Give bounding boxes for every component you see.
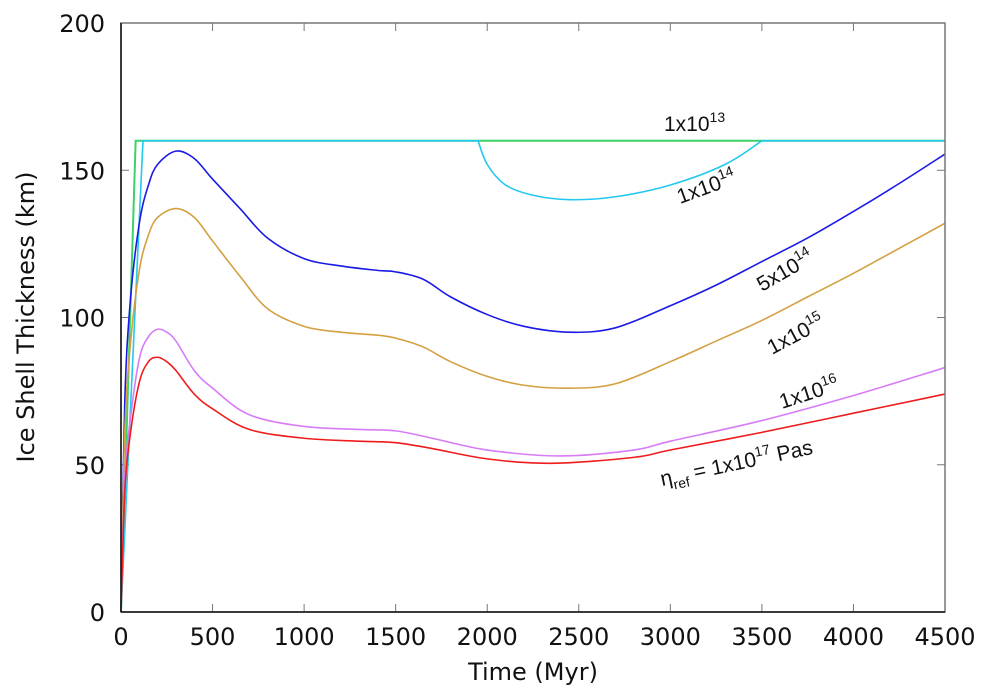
x-tick-label: 2500 — [548, 623, 609, 651]
y-tick-label: 150 — [59, 157, 105, 185]
y-axis-title: Ice Shell Thickness (km) — [12, 171, 40, 462]
x-axis-title: Time (Myr) — [467, 658, 598, 686]
curves — [120, 139, 946, 613]
curve-1e15 — [120, 207, 946, 613]
y-tick-label: 0 — [90, 599, 105, 627]
label-1e16: 1x1016 — [775, 369, 842, 414]
y-tick-label: 50 — [74, 452, 105, 480]
x-tick-label: 1500 — [365, 623, 426, 651]
y-tick-label: 100 — [59, 305, 105, 333]
curve-1e17 — [120, 356, 946, 613]
label-1e13: 1x1013 — [664, 109, 725, 136]
x-tick-label: 500 — [190, 623, 236, 651]
y-tick-label: 200 — [59, 10, 105, 38]
x-tick-labels: 0 500 1000 1500 2000 2500 3000 3500 4000 4500 — [113, 623, 975, 651]
x-tick-label: 3500 — [731, 623, 792, 651]
x-tick-label: 4000 — [823, 623, 884, 651]
y-tick-labels: 0 50 100 150 200 — [59, 10, 105, 627]
x-tick-label: 1000 — [274, 623, 335, 651]
curve-5e14 — [120, 150, 946, 613]
plot-frame — [120, 22, 946, 613]
axis-ticks — [120, 22, 946, 613]
label-1e14: 1x1014 — [672, 162, 739, 208]
x-tick-label: 2000 — [457, 623, 518, 651]
x-tick-label: 3000 — [640, 623, 701, 651]
x-tick-label: 4500 — [914, 623, 975, 651]
label-1e17-eta-ref: ηref = 1x1017 Pas — [657, 432, 815, 495]
curve-1e16 — [120, 328, 946, 613]
x-tick-label: 0 — [113, 623, 128, 651]
curve-1e14 — [120, 140, 945, 613]
